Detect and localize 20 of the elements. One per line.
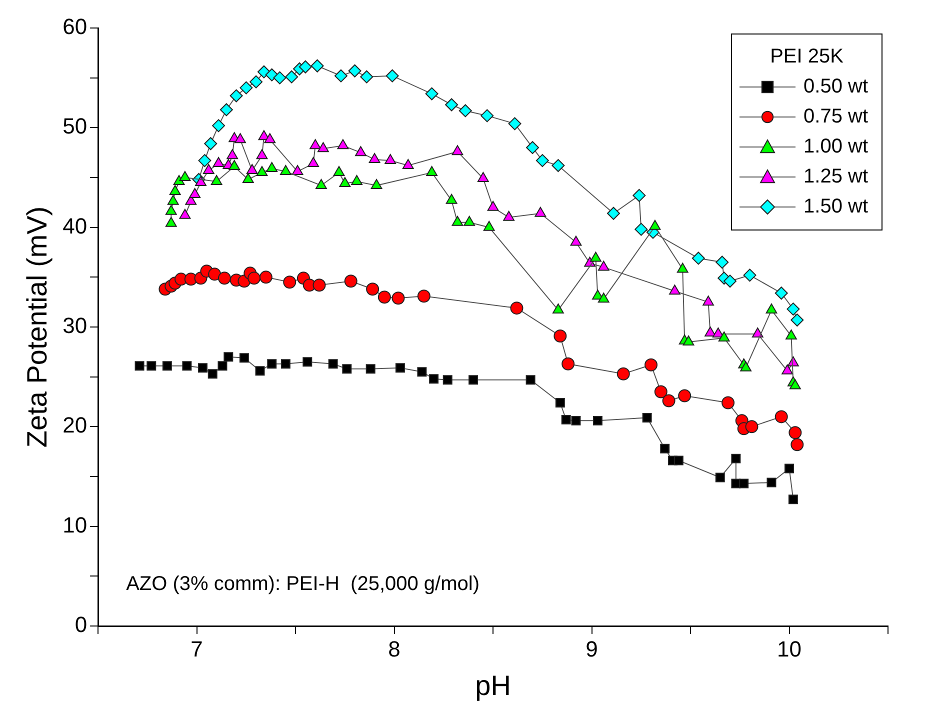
legend-label: 1.50 wt	[804, 196, 868, 218]
x-tick-label: 9	[586, 636, 598, 662]
y-tick-label: 10	[62, 512, 88, 538]
y-tick-label: 40	[62, 213, 88, 238]
x-tick-label: 10	[777, 636, 802, 662]
x-tick-label: 7	[190, 636, 203, 662]
y-tick-label: 60	[62, 14, 88, 40]
y-tick-label: 20	[62, 412, 88, 438]
x-tick-label: 8	[388, 636, 400, 662]
legend-label: 1.00 wt	[804, 136, 868, 158]
y-axis-title: Zeta Potential (mV)	[22, 206, 53, 448]
annotation: AZO (3% comm): PEI-H (25,000 g/mol)	[126, 573, 480, 595]
legend-label: 0.50 wt	[804, 76, 868, 98]
y-tick-label: 50	[62, 114, 88, 139]
y-tick-label: 0	[74, 612, 88, 638]
legend-title: PEI 25K	[770, 46, 844, 68]
legend-label: 1.25 wt	[804, 166, 868, 188]
x-axis-title: pH	[475, 670, 511, 701]
legend-label: 0.75 wt	[804, 106, 868, 128]
y-tick-label: 30	[62, 313, 88, 338]
